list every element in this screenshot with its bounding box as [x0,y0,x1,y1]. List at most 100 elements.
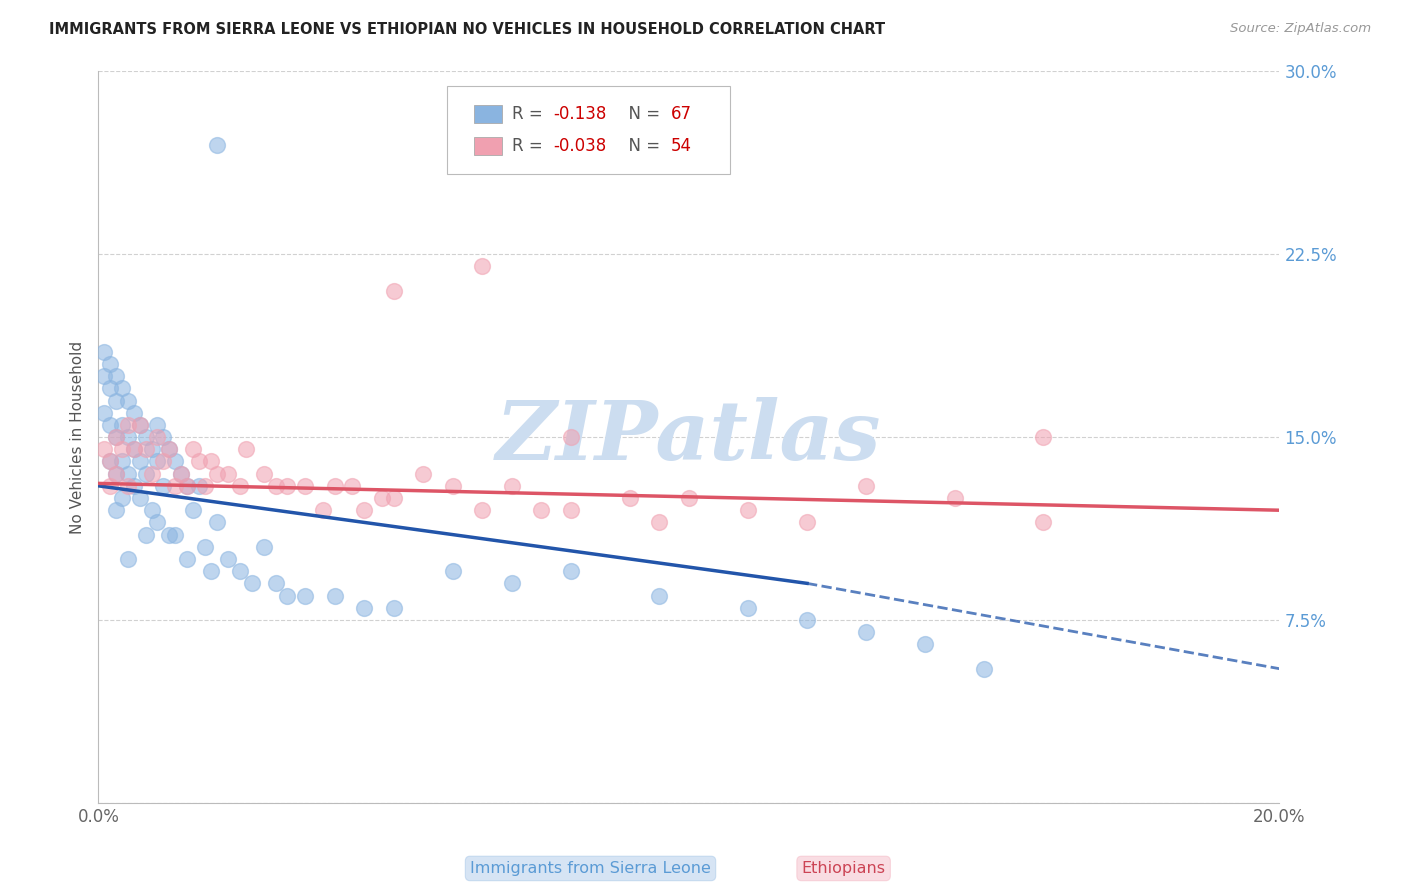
Point [181,442,204,457]
Text: Source: ZipAtlas.com: Source: ZipAtlas.com [1230,22,1371,36]
Point [105,430,128,444]
Point [117,479,139,493]
Point [855,479,877,493]
Point [560,564,582,578]
Text: R =: R = [512,104,548,123]
Point [141,467,163,481]
Point [371,491,394,505]
Point [312,503,335,517]
Point [471,260,494,274]
Point [205,516,228,530]
Point [229,564,252,578]
Point [93,369,115,384]
Point [111,442,134,457]
Point [323,479,346,493]
Point [111,381,134,395]
Point [141,503,163,517]
Point [412,467,434,481]
Point [973,662,995,676]
Point [152,454,174,468]
Point [141,442,163,457]
Point [1032,516,1054,530]
Point [648,589,671,603]
Point [276,589,298,603]
Point [111,417,134,432]
Point [229,479,252,493]
Point [737,600,759,615]
Point [914,637,936,651]
Text: IMMIGRANTS FROM SIERRA LEONE VS ETHIOPIAN NO VEHICLES IN HOUSEHOLD CORRELATION C: IMMIGRANTS FROM SIERRA LEONE VS ETHIOPIA… [49,22,886,37]
FancyBboxPatch shape [474,105,502,122]
Point [353,600,375,615]
Point [146,417,169,432]
Point [194,479,217,493]
Point [796,516,818,530]
Point [135,430,157,444]
Point [122,442,145,457]
Point [276,479,298,493]
Point [240,576,263,591]
Point [105,467,128,481]
Point [382,284,405,298]
Point [128,491,150,505]
Point [146,516,169,530]
Y-axis label: No Vehicles in Household: No Vehicles in Household [70,341,86,533]
Point [353,503,375,517]
Point [152,430,174,444]
Point [146,430,169,444]
FancyBboxPatch shape [447,86,730,174]
Point [382,600,405,615]
Point [135,467,157,481]
Point [117,417,139,432]
Point [105,369,128,384]
Point [157,527,180,541]
Point [294,479,316,493]
Point [117,467,139,481]
Point [342,479,364,493]
Point [176,552,198,566]
Point [146,454,169,468]
Point [111,454,134,468]
Text: 54: 54 [671,137,692,155]
Text: R =: R = [512,137,548,155]
Point [122,442,145,457]
Point [122,406,145,420]
Point [98,454,121,468]
Point [441,564,464,578]
FancyBboxPatch shape [474,137,502,154]
Text: N =: N = [619,137,665,155]
Point [128,454,150,468]
Point [253,467,276,481]
Point [382,491,405,505]
Point [170,467,193,481]
Point [217,467,239,481]
Point [98,357,121,371]
Point [105,393,128,408]
Point [194,540,217,554]
Text: -0.138: -0.138 [553,104,606,123]
Point [176,479,198,493]
Text: N =: N = [619,104,665,123]
Point [253,540,276,554]
Point [117,393,139,408]
Text: -0.038: -0.038 [553,137,606,155]
Point [501,479,523,493]
Point [93,442,115,457]
Point [264,479,287,493]
Point [187,454,209,468]
Point [1032,430,1054,444]
Point [157,442,180,457]
Point [135,442,157,457]
Point [152,479,174,493]
Point [441,479,464,493]
Point [93,344,115,359]
Point [122,479,145,493]
Point [105,430,128,444]
Point [501,576,523,591]
Point [93,406,115,420]
Point [98,417,121,432]
Point [105,467,128,481]
Point [200,454,222,468]
Point [471,503,494,517]
Point [560,430,582,444]
